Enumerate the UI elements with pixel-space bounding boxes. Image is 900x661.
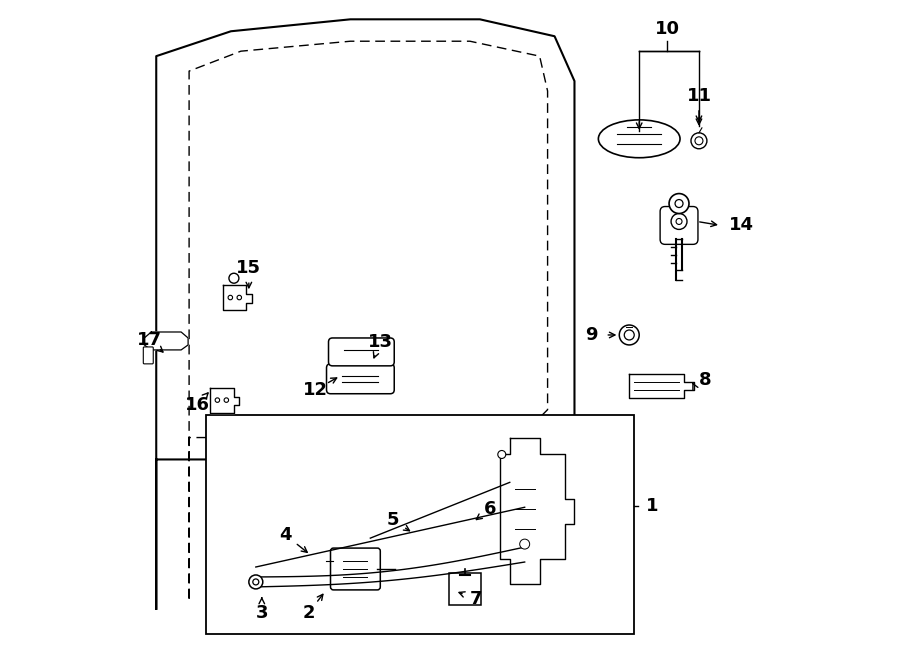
Circle shape bbox=[248, 575, 263, 589]
Bar bbox=[206, 414, 634, 634]
Polygon shape bbox=[144, 332, 188, 350]
Text: 16: 16 bbox=[184, 396, 210, 414]
Circle shape bbox=[691, 133, 707, 149]
Circle shape bbox=[675, 200, 683, 208]
Circle shape bbox=[676, 219, 682, 225]
FancyBboxPatch shape bbox=[660, 206, 698, 245]
Text: 11: 11 bbox=[687, 87, 711, 105]
Text: 3: 3 bbox=[256, 603, 268, 622]
Circle shape bbox=[669, 194, 689, 214]
Text: 10: 10 bbox=[654, 20, 680, 38]
Circle shape bbox=[625, 330, 634, 340]
Polygon shape bbox=[500, 438, 574, 584]
FancyBboxPatch shape bbox=[330, 548, 381, 590]
Text: 12: 12 bbox=[303, 381, 328, 399]
FancyBboxPatch shape bbox=[328, 338, 394, 366]
Polygon shape bbox=[211, 387, 239, 412]
Text: 5: 5 bbox=[387, 511, 400, 529]
Circle shape bbox=[695, 137, 703, 145]
Text: 9: 9 bbox=[585, 326, 598, 344]
Text: 8: 8 bbox=[699, 371, 712, 389]
Circle shape bbox=[229, 273, 238, 283]
Text: 14: 14 bbox=[729, 216, 754, 235]
Text: 2: 2 bbox=[302, 603, 315, 622]
Circle shape bbox=[253, 579, 259, 585]
Polygon shape bbox=[223, 285, 252, 310]
Text: 15: 15 bbox=[237, 259, 261, 277]
Ellipse shape bbox=[598, 120, 680, 158]
Circle shape bbox=[498, 451, 506, 459]
Polygon shape bbox=[629, 374, 694, 398]
Circle shape bbox=[671, 214, 687, 229]
Circle shape bbox=[519, 539, 530, 549]
Text: 7: 7 bbox=[470, 590, 482, 608]
Text: 6: 6 bbox=[483, 500, 496, 518]
FancyBboxPatch shape bbox=[143, 347, 153, 364]
Circle shape bbox=[619, 325, 639, 345]
Text: 17: 17 bbox=[137, 331, 162, 349]
FancyBboxPatch shape bbox=[327, 364, 394, 394]
Text: 13: 13 bbox=[368, 333, 392, 351]
Text: 1: 1 bbox=[646, 497, 659, 516]
Text: 4: 4 bbox=[279, 526, 292, 544]
FancyBboxPatch shape bbox=[449, 573, 481, 605]
